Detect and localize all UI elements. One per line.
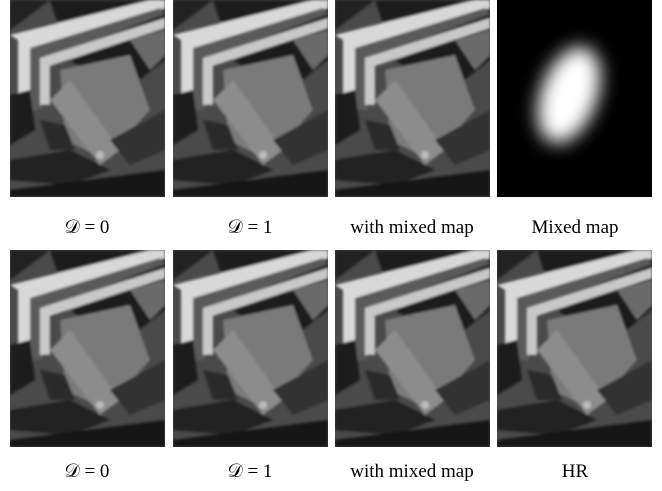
caption: 𝒟 = 1: [228, 461, 273, 482]
figure: 𝒟 = 0 𝒟 = 1 with mixed map Mixed map 𝒟 =…: [0, 0, 662, 486]
row-2: 𝒟 = 0 𝒟 = 1 with mixed map HR: [10, 250, 652, 482]
caption: 𝒟 = 0: [65, 217, 110, 238]
image: [497, 0, 652, 197]
image: [173, 0, 328, 197]
image: [10, 0, 165, 197]
image: [173, 250, 328, 447]
caption: 𝒟 = 0: [65, 461, 110, 482]
row-1: 𝒟 = 0 𝒟 = 1 with mixed map Mixed map: [10, 0, 652, 238]
caption: Mixed map: [531, 217, 618, 238]
caption: with mixed map: [350, 217, 473, 238]
caption: with mixed map: [350, 461, 473, 482]
caption: 𝒟 = 1: [228, 217, 273, 238]
image: [10, 250, 165, 447]
image: [497, 250, 652, 447]
image: [335, 250, 490, 447]
image: [335, 0, 490, 197]
caption: HR: [562, 461, 589, 482]
